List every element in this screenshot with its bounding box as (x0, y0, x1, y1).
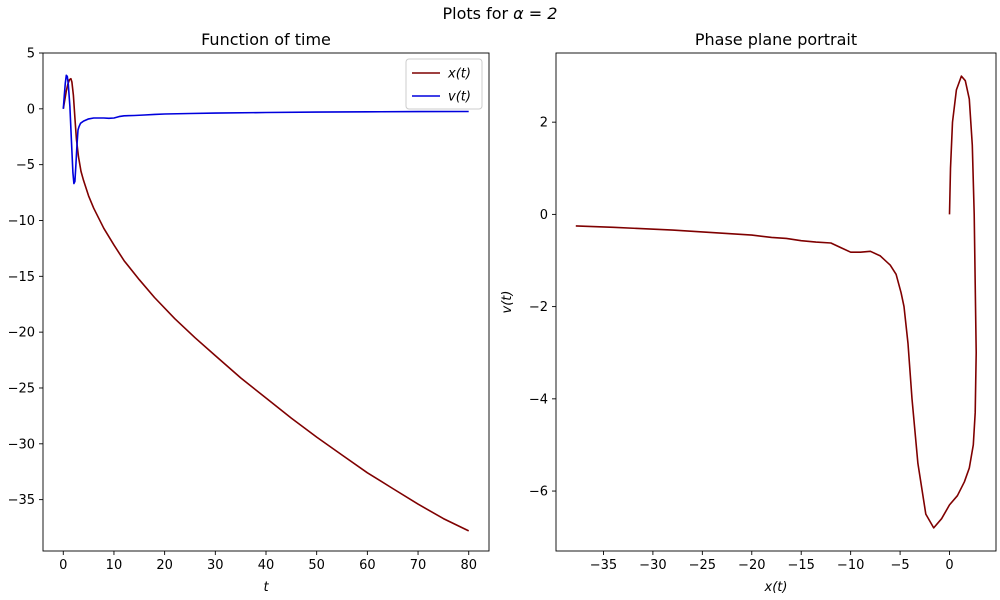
legend-label-2: v(t) (448, 90, 471, 105)
y-tick-label: −6 (529, 485, 548, 500)
x-tick-label: −5 (891, 558, 910, 573)
x-tick-label: 80 (460, 558, 477, 573)
x-axis-label: t (263, 580, 269, 595)
x-tick-label: 10 (106, 558, 123, 573)
y-tick-label: −15 (8, 270, 35, 285)
chart-title: Phase plane portrait (695, 30, 857, 49)
x-tick-label: 0 (59, 558, 67, 573)
y-tick-label: −30 (8, 437, 35, 452)
x-tick-label: 70 (410, 558, 427, 573)
y-tick-label: −20 (8, 326, 35, 341)
x-tick-label: 20 (156, 558, 173, 573)
x-tick-label: 40 (258, 558, 275, 573)
y-tick-label: −10 (8, 214, 35, 229)
x-tick-label: 0 (945, 558, 953, 573)
series-line-2 (62, 74, 469, 185)
y-axis-label: v(t) (500, 291, 515, 314)
x-tick-label: 30 (207, 558, 224, 573)
y-tick-label: 0 (27, 102, 35, 117)
y-tick-label: −4 (529, 392, 548, 407)
series-line-1 (575, 75, 978, 529)
y-tick-label: −25 (8, 381, 35, 396)
y-tick-label: 2 (540, 116, 548, 131)
y-tick-label: 0 (540, 208, 548, 223)
x-tick-label: −25 (689, 558, 716, 573)
x-tick-label: −20 (738, 558, 765, 573)
figure-suptitle: Plots for α = 2 (443, 4, 558, 23)
plot-frame (555, 52, 997, 552)
y-tick-label: −35 (8, 493, 35, 508)
x-tick-label: −10 (837, 558, 864, 573)
series-line-1 (62, 77, 470, 532)
phase-plane-panel: Phase plane portrait−35 −30 −25 −20 −15 −10 −5… (500, 30, 997, 595)
y-tick-label: −2 (529, 300, 548, 315)
x-tick-label: −35 (590, 558, 617, 573)
x-axis-label: x(t) (764, 580, 788, 595)
x-tick-label: 50 (308, 558, 325, 573)
x-tick-label: 60 (359, 558, 376, 573)
y-tick-label: −5 (16, 158, 35, 173)
y-tick-label: 5 (27, 47, 35, 62)
x-tick-label: −30 (639, 558, 666, 573)
chart-title: Function of time (201, 30, 331, 49)
plot-frame (42, 52, 490, 552)
legend-label-1: x(t) (447, 67, 471, 82)
x-tick-label: −15 (787, 558, 814, 573)
